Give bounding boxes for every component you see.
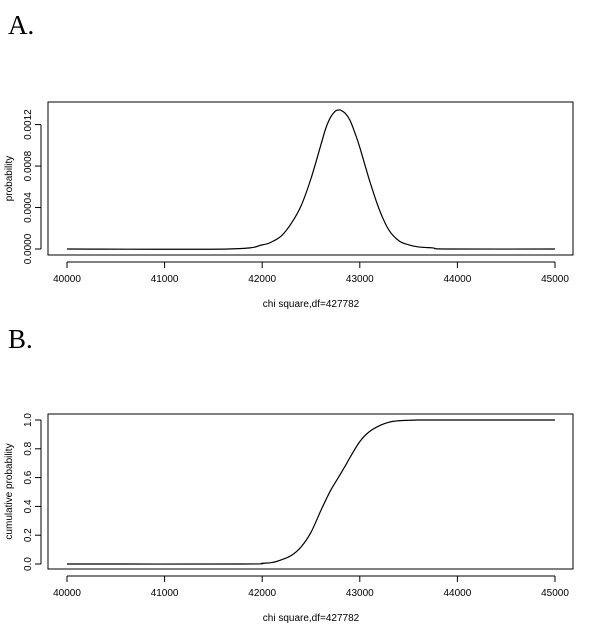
plot-frame	[47, 101, 574, 256]
y-tick-label: 0.6	[23, 470, 34, 484]
y-tick-label: 1.0	[23, 413, 34, 427]
x-axis-label: chi square,df=427782	[263, 613, 360, 624]
x-tick-label: 43000	[346, 274, 374, 285]
density-chart: 40000 41000 42000 43000 44000 45000 chi square…	[4, 101, 574, 310]
x-tick-label: 42000	[248, 588, 276, 599]
series-line-0	[66, 419, 555, 565]
x-tick-label: 45000	[541, 588, 569, 599]
x-tick-label: 40000	[53, 274, 81, 285]
y-tick-label: 0.0004	[23, 192, 34, 223]
y-tick-label: 0.8	[23, 441, 34, 455]
x-tick-label: 44000	[443, 588, 471, 599]
y-tick-label: 0.0000	[23, 233, 34, 264]
y-tick-label: 0.0012	[23, 109, 34, 140]
panel-label-b: B.	[8, 324, 33, 354]
y-axis-label: cumulative probability	[4, 443, 15, 539]
y-tick-label: 0.0	[23, 557, 34, 571]
y-tick-label: 0.0008	[23, 150, 34, 181]
y-axis-label: probability	[4, 156, 15, 202]
panel-label-a: A.	[8, 10, 35, 40]
x-tick-label: 44000	[443, 274, 471, 285]
x-tick-label: 43000	[346, 588, 374, 599]
x-tick-label: 41000	[151, 274, 179, 285]
x-tick-label: 45000	[541, 274, 569, 285]
cumulative-chart: 40000 41000 42000 43000 44000 45000 chi square…	[4, 413, 574, 624]
y-tick-label: 0.4	[23, 499, 34, 513]
plot-frame	[47, 413, 574, 570]
y-tick-label: 0.2	[23, 528, 34, 542]
x-tick-label: 42000	[248, 274, 276, 285]
x-axis-label: chi square,df=427782	[263, 299, 360, 310]
series-line-0	[66, 109, 556, 250]
x-tick-label: 41000	[151, 588, 179, 599]
x-tick-label: 40000	[53, 588, 81, 599]
